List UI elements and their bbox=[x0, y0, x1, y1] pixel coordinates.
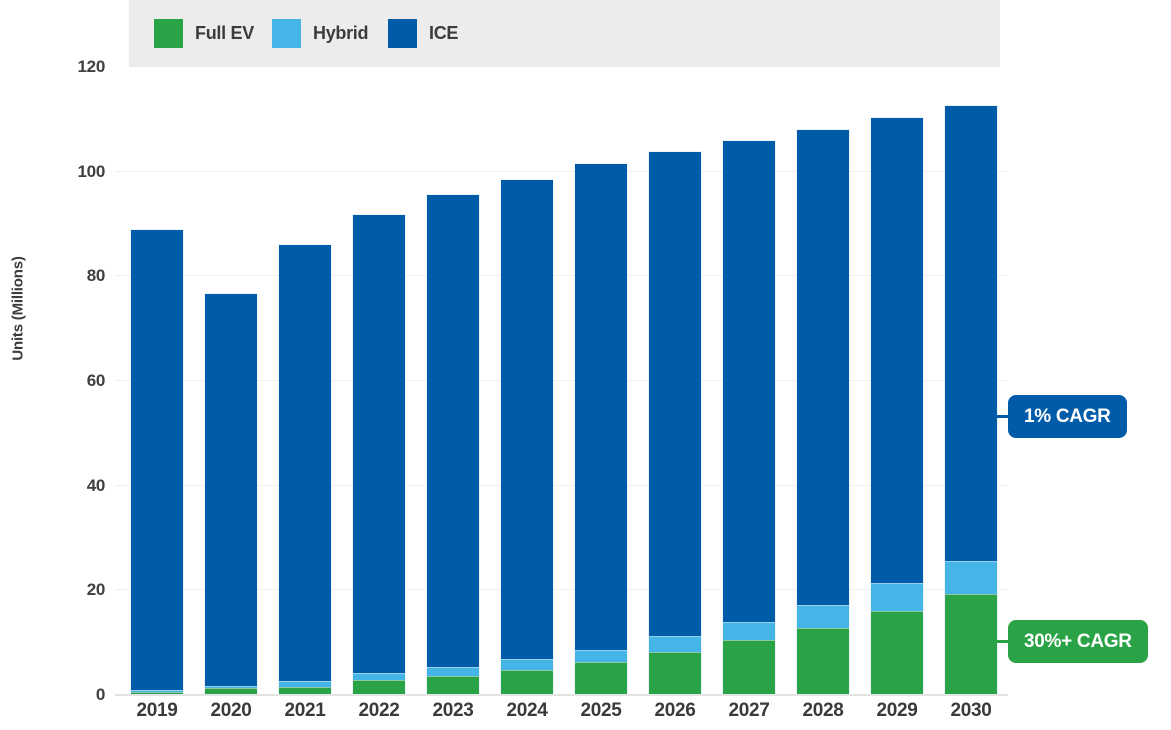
bar-segment-ice-2026 bbox=[649, 152, 701, 637]
x-tick-label-2025: 2025 bbox=[580, 700, 622, 721]
bar-segment-ice-2024 bbox=[501, 179, 553, 659]
legend-item-full-ev: Full EV bbox=[154, 18, 254, 48]
bar-segment-full-ev-2029 bbox=[871, 611, 923, 694]
bar-segment-hybrid-2020 bbox=[205, 685, 257, 688]
bar-segment-full-ev-2024 bbox=[501, 669, 553, 694]
x-tick-label-2023: 2023 bbox=[432, 700, 474, 721]
bar-2022 bbox=[353, 0, 405, 694]
bar-segment-full-ev-2020 bbox=[205, 687, 257, 694]
x-tick-label-2021: 2021 bbox=[284, 700, 326, 721]
legend-item-hybrid: Hybrid bbox=[272, 18, 369, 48]
bar-segment-full-ev-2030 bbox=[945, 593, 997, 694]
y-tick-label-80: 80 bbox=[86, 266, 106, 286]
y-tick-label-60: 60 bbox=[86, 371, 106, 390]
y-tick-label-100: 100 bbox=[77, 161, 106, 181]
gridline-40 bbox=[115, 484, 1008, 486]
bar-segment-ice-2020 bbox=[205, 294, 257, 686]
callout-connector-30-cagr bbox=[996, 640, 1008, 644]
bar-2019 bbox=[131, 0, 183, 694]
legend-swatch-hybrid bbox=[272, 18, 301, 48]
bar-segment-ice-2025 bbox=[575, 164, 627, 651]
bar-segment-ice-2027 bbox=[723, 140, 775, 622]
gridline-20 bbox=[115, 589, 1008, 591]
bar-2021 bbox=[279, 0, 331, 694]
bar-segment-full-ev-2022 bbox=[353, 679, 405, 694]
bar-segment-ice-2019 bbox=[131, 230, 183, 691]
legend-swatch-full-ev bbox=[154, 18, 183, 48]
bar-segment-full-ev-2027 bbox=[723, 640, 775, 694]
bar-segment-ice-2028 bbox=[797, 129, 849, 605]
x-tick-label-2024: 2024 bbox=[506, 700, 548, 721]
bar-segment-full-ev-2028 bbox=[797, 628, 849, 694]
bar-2025 bbox=[575, 0, 627, 694]
bar-2029 bbox=[871, 0, 923, 694]
bar-2026 bbox=[649, 0, 701, 694]
legend-item-ice: ICE bbox=[388, 18, 458, 48]
x-tick-label-2030: 2030 bbox=[950, 700, 992, 721]
y-axis-title: Units (Millions) bbox=[9, 256, 27, 361]
x-tick-label-2020: 2020 bbox=[210, 700, 252, 721]
x-tick-label-2022: 2022 bbox=[358, 700, 400, 721]
gridline-100 bbox=[115, 170, 1008, 172]
x-axis-baseline bbox=[115, 693, 1008, 696]
bar-2028 bbox=[797, 0, 849, 694]
bar-2024 bbox=[501, 0, 553, 694]
bar-segment-hybrid-2021 bbox=[279, 680, 331, 687]
x-tick-label-2026: 2026 bbox=[654, 700, 696, 721]
bar-segment-ice-2030 bbox=[945, 106, 997, 561]
bar-segment-hybrid-2030 bbox=[945, 560, 997, 594]
bar-segment-ice-2029 bbox=[871, 118, 923, 583]
callout-1-cagr: 1% CAGR bbox=[1008, 395, 1127, 439]
legend-label-full-ev: Full EV bbox=[195, 22, 254, 43]
bar-segment-ice-2023 bbox=[427, 195, 479, 667]
bar-2027 bbox=[723, 0, 775, 694]
callout-connector-1-cagr bbox=[996, 415, 1008, 419]
bar-segment-full-ev-2023 bbox=[427, 675, 479, 694]
bar-segment-hybrid-2022 bbox=[353, 673, 405, 680]
bar-segment-hybrid-2019 bbox=[131, 690, 183, 692]
y-tick-label-20: 20 bbox=[86, 580, 106, 600]
bar-2030 bbox=[945, 0, 997, 694]
y-tick-label-0: 0 bbox=[95, 685, 105, 704]
bar-segment-hybrid-2029 bbox=[871, 583, 923, 612]
callout-30-cagr: 30%+ CAGR bbox=[1008, 620, 1148, 664]
bar-segment-hybrid-2023 bbox=[427, 666, 479, 676]
x-tick-label-2028: 2028 bbox=[802, 700, 844, 721]
legend-label-hybrid: Hybrid bbox=[313, 22, 369, 43]
bar-segment-full-ev-2021 bbox=[279, 686, 331, 694]
legend-swatch-ice bbox=[388, 18, 417, 48]
bar-segment-full-ev-2025 bbox=[575, 662, 627, 694]
legend-label-ice: ICE bbox=[429, 22, 459, 43]
bar-segment-hybrid-2028 bbox=[797, 605, 849, 628]
bar-segment-full-ev-2026 bbox=[649, 652, 701, 694]
bar-2023 bbox=[427, 0, 479, 694]
x-tick-label-2019: 2019 bbox=[136, 700, 178, 721]
bar-segment-hybrid-2025 bbox=[575, 650, 627, 662]
x-tick-label-2029: 2029 bbox=[876, 700, 918, 721]
x-tick-label-2027: 2027 bbox=[728, 700, 770, 721]
chart-legend: Full EV Hybrid ICE bbox=[129, 0, 1000, 67]
bar-segment-ice-2021 bbox=[279, 244, 331, 681]
gridline-60 bbox=[115, 380, 1008, 381]
y-tick-label-120: 120 bbox=[77, 57, 106, 76]
bar-segment-hybrid-2026 bbox=[649, 636, 701, 653]
bar-2020 bbox=[205, 0, 257, 694]
y-tick-label-40: 40 bbox=[86, 475, 106, 495]
bar-segment-ice-2022 bbox=[353, 215, 405, 673]
bar-segment-full-ev-2019 bbox=[131, 691, 183, 694]
bar-segment-hybrid-2027 bbox=[723, 621, 775, 641]
bar-segment-hybrid-2024 bbox=[501, 658, 553, 670]
gridline-80 bbox=[115, 275, 1008, 277]
